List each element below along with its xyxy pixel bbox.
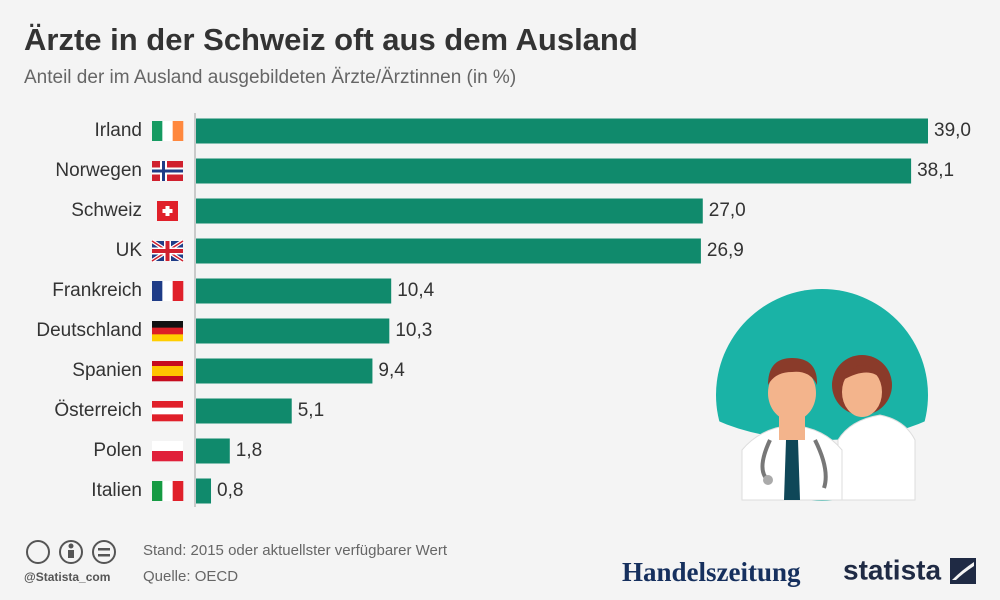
value-label: 26,9 — [707, 240, 744, 261]
flag-part — [172, 121, 184, 141]
category-label: UK — [116, 240, 143, 261]
flag — [150, 239, 185, 263]
flag-part — [152, 334, 183, 342]
category-label: Schweiz — [71, 200, 142, 221]
license-icons — [26, 540, 116, 564]
bar — [196, 238, 701, 264]
source: Quelle: OECD — [143, 568, 238, 585]
category-label: Spanien — [72, 360, 142, 381]
flag-part — [162, 209, 173, 213]
flag-part — [152, 441, 183, 452]
value-label: 39,0 — [934, 120, 971, 141]
bar — [196, 158, 912, 184]
bar — [196, 478, 212, 504]
bar — [196, 198, 703, 224]
category-label: Deutschland — [36, 320, 142, 341]
flag — [152, 361, 183, 382]
bar — [196, 438, 230, 464]
publisher-logo: Handelszeitung — [622, 557, 801, 587]
brand-logo: statista — [843, 554, 941, 585]
illustration — [716, 289, 928, 501]
brand-icon-mark — [952, 562, 974, 580]
bar — [196, 318, 390, 344]
flag-part — [152, 121, 163, 141]
category-label: Österreich — [54, 400, 142, 421]
flag-part — [152, 321, 183, 328]
value-label: 10,3 — [395, 320, 432, 341]
flag-part — [172, 481, 184, 501]
value-label: 1,8 — [236, 440, 262, 461]
category-label: Irland — [94, 120, 142, 141]
flag — [157, 201, 178, 221]
flag-part — [152, 401, 183, 408]
flag-part — [162, 481, 173, 501]
value-label: 5,1 — [298, 400, 324, 421]
value-label: 9,4 — [378, 360, 405, 381]
bar — [196, 398, 292, 424]
bar — [196, 278, 392, 304]
flag-part — [152, 361, 183, 367]
value-label: 0,8 — [217, 480, 243, 501]
flag — [152, 161, 183, 181]
flag — [152, 121, 184, 141]
flag-part — [162, 121, 173, 141]
category-label: Italien — [91, 480, 142, 501]
flag-part — [172, 281, 184, 301]
flag-part — [152, 451, 183, 462]
category-label: Polen — [93, 440, 142, 461]
flag-part — [162, 281, 173, 301]
value-label: 27,0 — [709, 200, 746, 221]
flag — [152, 401, 183, 422]
flag-part — [152, 249, 183, 253]
category-label: Norwegen — [55, 160, 142, 181]
value-label: 10,4 — [397, 280, 434, 301]
flag-part — [152, 481, 163, 501]
flag — [152, 281, 184, 301]
flag-part — [152, 376, 183, 382]
note: Stand: 2015 oder aktuellster verfügbarer… — [143, 542, 448, 559]
flag-part — [152, 169, 183, 173]
bar — [196, 358, 373, 384]
credit: @Statista_com — [24, 570, 110, 584]
flag-part — [152, 414, 183, 422]
category-label: Frankreich — [52, 280, 142, 301]
flag-part — [152, 327, 183, 335]
flag-part — [152, 366, 183, 377]
flag-part — [152, 407, 183, 415]
flag-part — [152, 281, 163, 301]
chart-subtitle: Anteil der im Ausland ausgebildeten Ärzt… — [24, 67, 516, 88]
flag — [152, 481, 184, 501]
flag — [152, 441, 183, 462]
chart-title: Ärzte in der Schweiz oft aus dem Ausland — [24, 22, 638, 57]
value-label: 38,1 — [917, 160, 954, 181]
flag — [152, 321, 183, 342]
bar — [196, 118, 928, 144]
